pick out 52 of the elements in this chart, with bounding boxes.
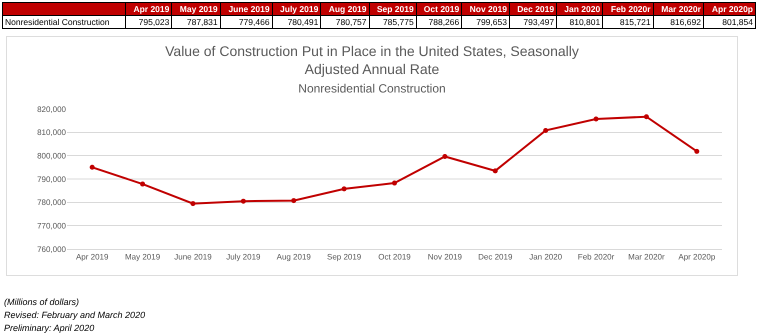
category-label: Apr 2019: [133, 4, 170, 14]
y-tick-label: 800,000: [37, 151, 67, 160]
category-label: Jan 2020: [564, 4, 600, 14]
category-label: Oct 2019: [424, 4, 460, 14]
x-tick-label: Sep 2019: [326, 252, 362, 262]
x-tick-label: Apr 2019: [76, 252, 109, 262]
y-tick-label: 760,000: [37, 244, 67, 254]
x-tick-label: June 2019: [174, 252, 212, 262]
x-tick-label: Nov 2019: [428, 252, 463, 262]
text: 801,854: [722, 17, 753, 27]
text: 815,721: [620, 17, 651, 27]
y-tick-label: 780,000: [37, 198, 67, 208]
category-label: July 2019: [280, 4, 318, 14]
text: (Millions of dollars): [4, 296, 80, 309]
y-tick-label: 790,000: [37, 174, 67, 184]
text: 793,497: [523, 17, 554, 27]
text: 780,491: [288, 17, 318, 27]
category-label: Feb 2020r: [610, 4, 651, 14]
text: 788,266: [428, 17, 460, 27]
category-label: May 2019: [180, 4, 218, 14]
x-tick-label: Jan 2020: [529, 252, 563, 262]
category-label: Apr 2020p: [712, 4, 753, 14]
text: 795,023: [138, 17, 170, 27]
text: Preliminary: April 2020: [4, 322, 96, 335]
x-tick-label: Mar 2020r: [628, 252, 665, 262]
y-tick-label: 770,000: [37, 221, 67, 230]
category-label: June 2019: [228, 4, 270, 14]
x-tick-label: May 2019: [125, 252, 161, 262]
chart-subtitle: Nonresidential Construction: [298, 81, 446, 96]
text: 799,653: [476, 17, 507, 27]
x-tick-label: Apr 2020p: [678, 252, 716, 262]
y-tick-label: 820,000: [37, 104, 67, 114]
category-label: Sep 2019: [376, 4, 414, 14]
text: Revised: February and March 2020: [4, 309, 146, 322]
text: 779,466: [238, 17, 270, 27]
x-tick-label: Aug 2019: [276, 252, 312, 262]
x-tick-label: Feb 2020r: [578, 252, 615, 262]
text: 785,775: [382, 17, 414, 27]
x-tick-label: July 2019: [226, 252, 262, 262]
x-tick-label: Dec 2019: [478, 252, 513, 262]
text: 816,692: [670, 17, 701, 27]
category-label: Aug 2019: [328, 4, 367, 14]
category-label: Mar 2020r: [661, 4, 701, 14]
x-tick-label: Oct 2019: [378, 252, 412, 262]
category-label: Nov 2019: [470, 4, 507, 14]
chart-title: Value of Construction Put in Place in the United States, Seasonally Adjusted Annual Rate: [165, 43, 579, 78]
text: Nonresidential Construction: [2, 16, 126, 28]
text: 787,831: [186, 17, 218, 27]
text: 810,801: [569, 17, 600, 27]
text: 780,757: [336, 17, 367, 27]
category-label: Dec 2019: [517, 4, 554, 14]
y-tick-label: 810,000: [37, 128, 67, 138]
